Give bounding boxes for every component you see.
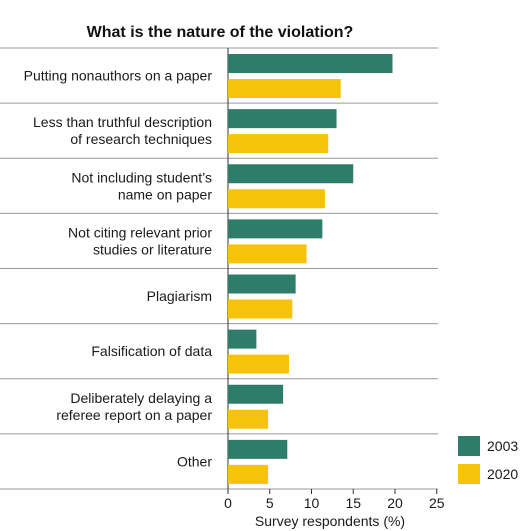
bar-2020 xyxy=(228,299,293,319)
bar-2020 xyxy=(228,79,341,98)
x-tick-label: 25 xyxy=(429,495,445,511)
x-tick-label: 15 xyxy=(345,495,361,511)
category-label: Plagiarism xyxy=(147,288,212,304)
category-label: Less than truthful description xyxy=(33,114,212,130)
bar-2003 xyxy=(228,274,296,294)
bar-2003 xyxy=(228,384,284,404)
x-tick-label: 20 xyxy=(387,495,403,511)
bar-2003 xyxy=(228,164,354,184)
bar-2020 xyxy=(228,189,325,209)
bar-2003 xyxy=(228,439,288,459)
x-tick-label: 5 xyxy=(266,495,274,511)
category-label: Not including student’s xyxy=(71,169,212,185)
bar-2003 xyxy=(228,54,393,73)
legend-label: 2020 xyxy=(487,466,518,482)
category-label: referee report on a paper xyxy=(56,407,212,423)
legend-swatch-2003 xyxy=(458,436,480,456)
category-label: Not citing relevant prior xyxy=(68,224,212,240)
x-tick-label: 10 xyxy=(304,495,320,511)
legend-swatch-2020 xyxy=(458,464,480,484)
bar-2003 xyxy=(228,329,257,349)
category-label: name on paper xyxy=(118,186,213,202)
category-label: Other xyxy=(177,453,212,469)
category-label: Deliberately delaying a xyxy=(70,390,212,406)
category-label: of research techniques xyxy=(70,131,212,147)
legend-label: 2003 xyxy=(487,438,518,454)
bar-2020 xyxy=(228,244,307,264)
category-label: Putting nonauthors on a paper xyxy=(24,68,213,84)
x-tick-label: 0 xyxy=(224,495,232,511)
category-label: studies or literature xyxy=(93,241,212,257)
bar-2020 xyxy=(228,464,269,484)
legend: 2003 2020 xyxy=(458,436,518,484)
category-label: Falsification of data xyxy=(91,343,212,359)
x-axis-label: Survey respondents (%) xyxy=(255,513,405,529)
chart-title: What is the nature of the violation? xyxy=(87,24,354,41)
bar-2020 xyxy=(228,409,269,429)
bar-2003 xyxy=(228,219,323,239)
plot-area: Putting nonauthors on a paper Less than t… xyxy=(0,47,445,511)
bar-2020 xyxy=(228,354,289,374)
bar-2003 xyxy=(228,109,337,129)
bar-2020 xyxy=(228,134,329,154)
